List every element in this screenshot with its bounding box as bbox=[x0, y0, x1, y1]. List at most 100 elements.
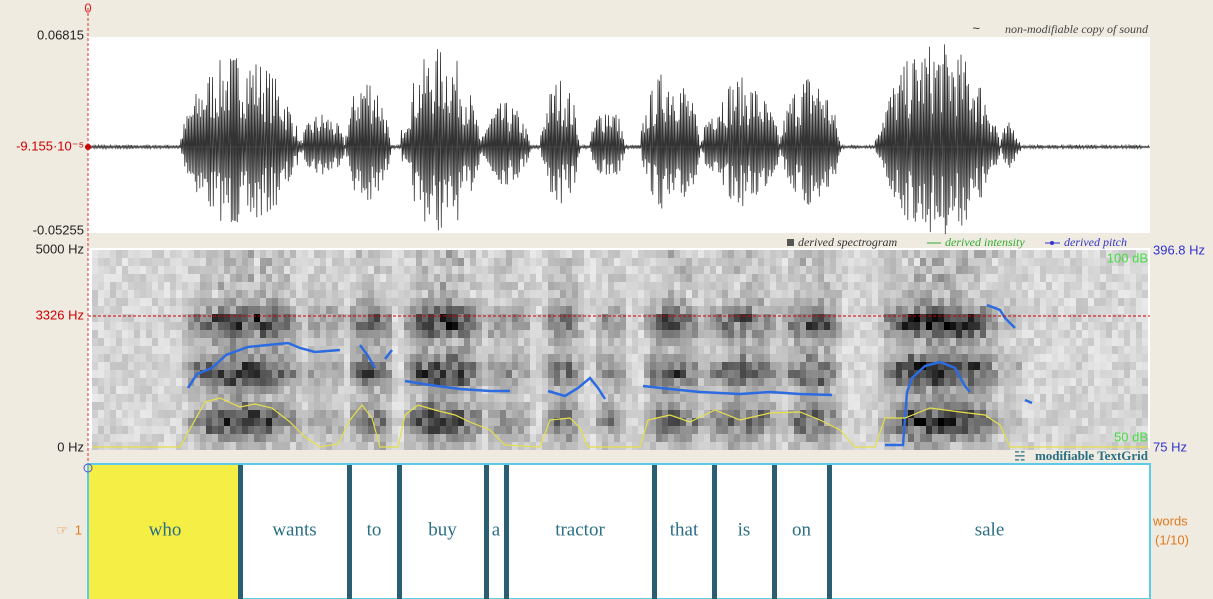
spectrogram-cell bbox=[806, 354, 812, 362]
spectrogram-cell bbox=[956, 298, 962, 306]
spectrogram-cell bbox=[506, 266, 512, 274]
spectrogram-cell bbox=[800, 314, 806, 322]
spectrogram-cell bbox=[320, 306, 326, 314]
spectrogram-cell bbox=[404, 386, 410, 394]
interval-label[interactable]: wants bbox=[272, 519, 316, 540]
sound-max: 0.06815 bbox=[37, 27, 84, 42]
spectrogram-cell bbox=[980, 370, 986, 378]
spectrogram-cell bbox=[788, 426, 794, 434]
spectrogram-cell bbox=[638, 266, 644, 274]
spectrogram-cell bbox=[716, 402, 722, 410]
spectrogram-cell bbox=[758, 330, 764, 338]
spectrogram-cell bbox=[536, 370, 542, 378]
spectrogram-cell bbox=[1022, 306, 1028, 314]
interval-boundary[interactable] bbox=[347, 465, 352, 599]
interval-boundary[interactable] bbox=[652, 465, 657, 599]
spectrogram-cell bbox=[440, 250, 446, 258]
spectrogram-cell bbox=[824, 426, 830, 434]
spectrogram-cell bbox=[536, 298, 542, 306]
spectrogram-cell bbox=[410, 370, 416, 378]
spectrogram-cell bbox=[374, 250, 380, 258]
spectrogram-cell bbox=[224, 370, 230, 378]
spectrogram-cell bbox=[818, 378, 824, 386]
spectrogram-cell bbox=[464, 362, 470, 370]
spectrogram-cell bbox=[344, 250, 350, 258]
interval-label[interactable]: who bbox=[149, 519, 182, 540]
spectrogram-cell bbox=[866, 282, 872, 290]
spectrogram-cell bbox=[1028, 362, 1034, 370]
tier-number[interactable]: 1 bbox=[75, 522, 82, 537]
spectrogram-cell bbox=[542, 290, 548, 298]
spectrogram-cell bbox=[602, 338, 608, 346]
spectrogram-cell bbox=[1010, 402, 1016, 410]
spectrogram-cell bbox=[332, 386, 338, 394]
spectrogram-cell bbox=[482, 378, 488, 386]
interval-label[interactable]: to bbox=[367, 519, 382, 540]
spectrogram-cell bbox=[1106, 402, 1112, 410]
spectrogram-cell bbox=[950, 338, 956, 346]
spectrogram-cell bbox=[722, 402, 728, 410]
spectrogram-cell bbox=[284, 354, 290, 362]
interval-label[interactable]: on bbox=[792, 519, 812, 540]
spectrogram-cell bbox=[866, 322, 872, 330]
interval-boundary[interactable] bbox=[484, 465, 489, 599]
spectrogram-cell bbox=[362, 442, 368, 450]
spectrogram-cell bbox=[944, 250, 950, 258]
interval-label[interactable]: that bbox=[670, 519, 699, 540]
spectrogram-cell bbox=[314, 370, 320, 378]
spectrogram-cell bbox=[764, 346, 770, 354]
spectrogram-cell bbox=[428, 426, 434, 434]
spectrogram-cell bbox=[1070, 426, 1076, 434]
spectrogram-cell bbox=[494, 282, 500, 290]
spectrogram-cell bbox=[938, 434, 944, 442]
interval-boundary[interactable] bbox=[827, 465, 832, 599]
interval-label[interactable]: a bbox=[492, 519, 501, 540]
interval-boundary[interactable] bbox=[397, 465, 402, 599]
spectrogram-cell bbox=[1064, 330, 1070, 338]
interval-boundary[interactable] bbox=[772, 465, 777, 599]
spectrogram-cell bbox=[1034, 386, 1040, 394]
spectrogram-cell bbox=[416, 306, 422, 314]
spectrogram-cell bbox=[530, 418, 536, 426]
spectrogram-cell bbox=[212, 258, 218, 266]
spectrogram-cell bbox=[866, 290, 872, 298]
spectrogram-cell bbox=[386, 314, 392, 322]
spectrogram-cell bbox=[1082, 378, 1088, 386]
spectrogram-cell bbox=[146, 314, 152, 322]
interval-boundary[interactable] bbox=[712, 465, 717, 599]
spectrogram-cell bbox=[656, 418, 662, 426]
spectrogram-cell bbox=[596, 442, 602, 450]
spectrogram-cell bbox=[362, 386, 368, 394]
spectrogram-cell bbox=[572, 314, 578, 322]
spectrogram-cell bbox=[872, 402, 878, 410]
interval-boundary[interactable] bbox=[504, 465, 509, 599]
interval-label[interactable]: tractor bbox=[555, 519, 605, 540]
interval-label[interactable]: sale bbox=[975, 519, 1005, 540]
spectrogram-cell bbox=[98, 394, 104, 402]
spectrogram-cell bbox=[392, 402, 398, 410]
spectrogram-cell bbox=[194, 266, 200, 274]
spectrogram-cell bbox=[620, 354, 626, 362]
spectrogram-cell bbox=[224, 426, 230, 434]
tier-hand-icon[interactable]: ☞ bbox=[56, 522, 68, 537]
spectrogram-cell bbox=[242, 394, 248, 402]
spectrogram-cell bbox=[236, 410, 242, 418]
interval-label[interactable]: is bbox=[738, 519, 751, 540]
spectrogram-cell bbox=[488, 362, 494, 370]
spectrogram-cell bbox=[572, 274, 578, 282]
interval-boundary[interactable] bbox=[238, 465, 243, 599]
spectrogram-cell bbox=[242, 386, 248, 394]
spectrogram-cell bbox=[140, 274, 146, 282]
spectrogram-cell bbox=[536, 258, 542, 266]
spectrogram-cell bbox=[842, 250, 848, 258]
spectrogram-cell bbox=[890, 434, 896, 442]
spectrogram-cell bbox=[320, 274, 326, 282]
spectrogram-cell bbox=[176, 338, 182, 346]
interval-label[interactable]: buy bbox=[428, 519, 457, 540]
spectrogram-cell bbox=[122, 314, 128, 322]
spectrogram-cell bbox=[386, 338, 392, 346]
spectrogram-cell bbox=[782, 314, 788, 322]
spectrogram-cell bbox=[470, 410, 476, 418]
spectrogram-cell bbox=[890, 282, 896, 290]
spectrogram-cell bbox=[362, 426, 368, 434]
